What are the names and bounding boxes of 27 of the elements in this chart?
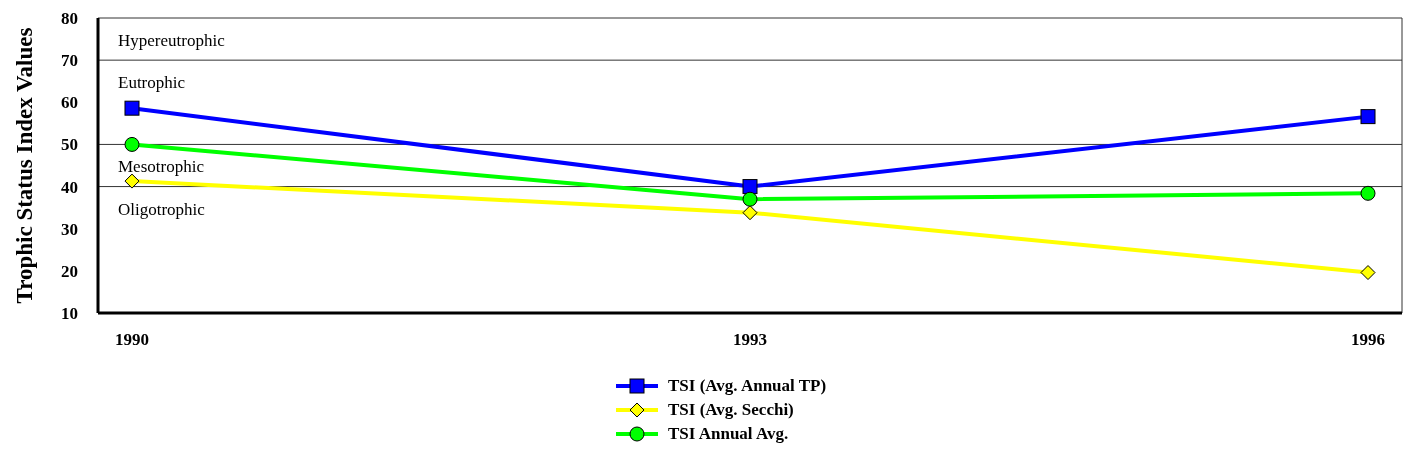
point	[742, 205, 758, 221]
legend-label: TSI (Avg. Annual TP)	[668, 376, 827, 396]
point	[742, 191, 758, 207]
y-tick-label: 30	[61, 219, 78, 239]
y-tick-label: 80	[61, 9, 78, 29]
y-tick-label: 40	[61, 177, 78, 197]
x-tick-label: 1996	[1351, 330, 1386, 350]
y-tick-label: 70	[61, 51, 78, 71]
x-tick-label: 1990	[114, 330, 149, 350]
point	[1360, 109, 1376, 125]
annotation: Oligotrophic	[118, 199, 206, 219]
point	[1360, 185, 1376, 201]
annotation: Eutrophic	[118, 73, 186, 93]
y-tick-label: 20	[61, 261, 78, 281]
point	[124, 136, 140, 152]
point	[742, 179, 758, 195]
point	[1360, 265, 1376, 281]
y-tick-label: 60	[61, 93, 78, 113]
annotation: Mesotrophic	[118, 157, 205, 177]
y-tick-label: 50	[61, 135, 78, 155]
legend-label: TSI (Avg. Secchi)	[668, 400, 794, 420]
x-tick-label: 1993	[733, 330, 767, 350]
point	[124, 100, 140, 116]
y-axis-title: Trophic Status Index Values	[12, 27, 38, 304]
y-tick-label: 10	[61, 304, 78, 324]
annotation: Hypereutrophic	[118, 31, 226, 50]
legend-label: TSI Annual Avg.	[668, 424, 789, 444]
